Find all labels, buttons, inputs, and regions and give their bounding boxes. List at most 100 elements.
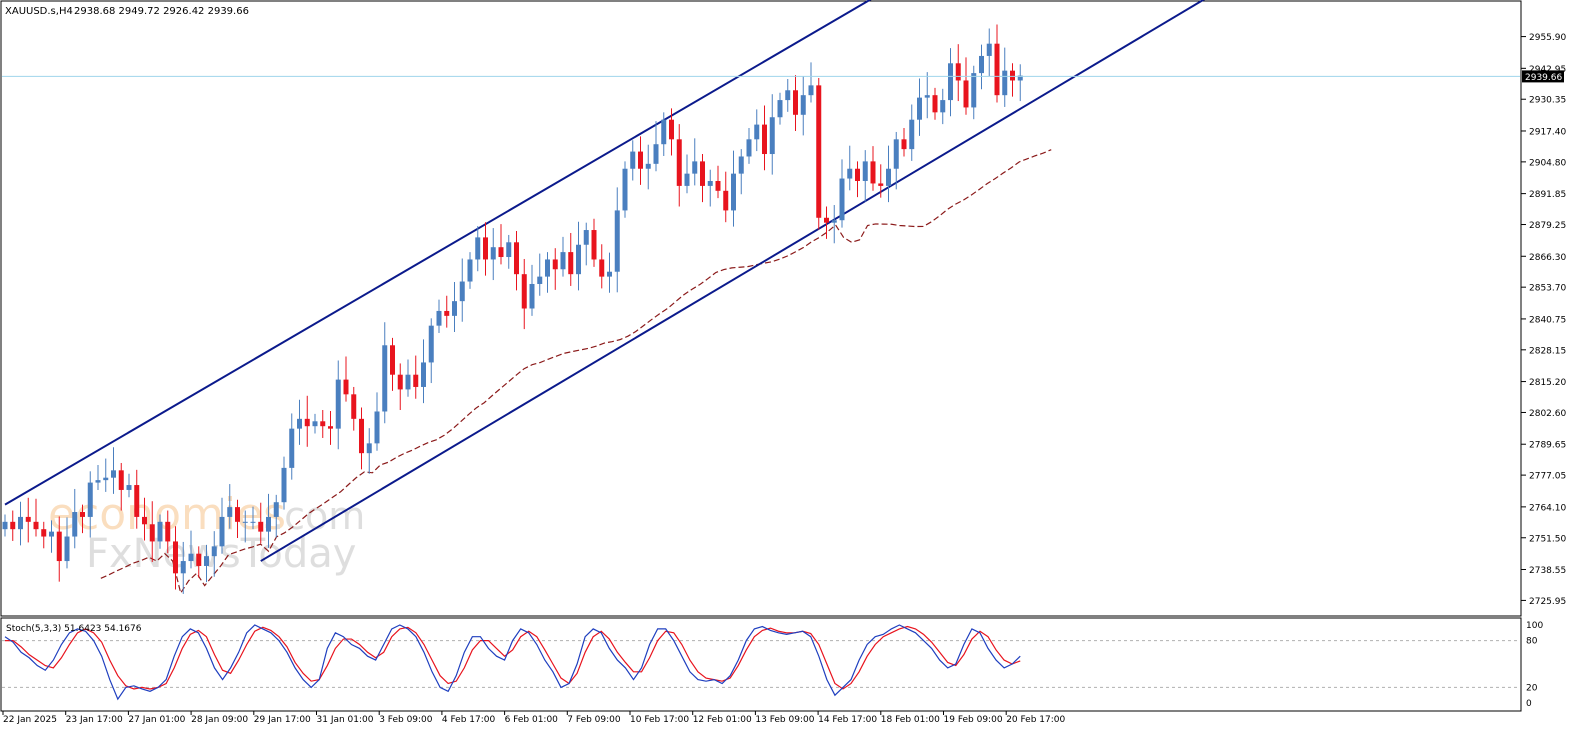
candle-bull [297, 418, 302, 429]
candle-bull [405, 374, 411, 390]
candle-bull [72, 512, 78, 537]
y-tick-label: 2955.90 [1529, 33, 1566, 43]
candle-bear [715, 180, 721, 191]
y-tick-label: 2930.35 [1529, 96, 1566, 106]
candle-bear [870, 161, 876, 184]
candle-bear [142, 516, 147, 525]
candle-bull [738, 156, 744, 174]
candle-bear [568, 252, 574, 275]
candle-bear [932, 95, 938, 113]
x-tick-label: 13 Feb 09:00 [755, 715, 814, 725]
candle-bull [576, 244, 581, 275]
candle-bear [173, 541, 178, 574]
candle-bull [1017, 75, 1023, 81]
candle-bear [149, 524, 155, 542]
current-price-tag [1522, 70, 1564, 83]
candle-bear [413, 374, 419, 387]
candle-bull [924, 95, 930, 98]
candle-bull [1002, 70, 1008, 96]
y-tick-label: 2789.65 [1529, 441, 1566, 451]
stoch-level-label: 80 [1526, 637, 1538, 647]
y-tick-label: 2725.95 [1529, 597, 1566, 607]
candle-bull [289, 428, 295, 468]
candle-bull [180, 561, 186, 574]
current-price-tag-label: 2939.66 [1525, 73, 1562, 83]
candle-bull [971, 73, 977, 108]
candle-bull [800, 95, 806, 115]
candle-bull [366, 443, 372, 454]
candle-bull [645, 163, 651, 169]
candle-bull [506, 242, 512, 258]
stoch-main-line [4, 624, 1021, 701]
y-tick-label: 2866.30 [1529, 253, 1566, 263]
candle-bear [258, 521, 264, 532]
y-tick-label: 2891.85 [1529, 190, 1566, 200]
candle-bear [328, 426, 333, 429]
candle-bull [731, 173, 736, 211]
stoch-level-label: 20 [1526, 683, 1538, 693]
candle-bull [769, 117, 775, 155]
candle-bull [111, 470, 116, 478]
candle-bull [940, 100, 946, 113]
candle-bear [56, 531, 62, 562]
candle-bear [521, 274, 527, 309]
candle-bear [552, 259, 558, 270]
candle-bull [18, 516, 23, 530]
candle-bull [281, 467, 287, 503]
main-panel-frame [0, 0, 1522, 617]
y-tick-label: 2815.20 [1529, 378, 1566, 388]
candle-bull [188, 553, 194, 562]
candle-bear [498, 247, 504, 258]
candle-bull [382, 345, 388, 412]
candle-bear [41, 529, 47, 537]
candle-bear [963, 80, 969, 108]
y-tick-label: 2853.70 [1529, 284, 1566, 294]
candle-bull [909, 119, 915, 150]
candle-bull [614, 210, 620, 272]
x-tick-label: 18 Feb 01:00 [881, 715, 940, 725]
x-tick-label: 29 Jan 17:00 [254, 715, 311, 725]
y-tick-label: 2904.80 [1529, 158, 1566, 168]
candle-bear [878, 183, 884, 186]
candle-bear [1010, 70, 1015, 81]
y-tick-label: 2840.75 [1529, 315, 1566, 325]
y-tick-label: 2828.15 [1529, 346, 1566, 356]
candle-bear [855, 168, 860, 181]
candle-bull [204, 556, 209, 566]
candle-bull [467, 259, 473, 282]
candle-bear [359, 418, 364, 454]
candle-bull [537, 276, 543, 284]
y-tick-label: 2802.60 [1529, 409, 1566, 419]
candle-bull [979, 55, 984, 74]
candle-bull [986, 43, 992, 56]
candle-bull [335, 379, 341, 429]
moving-average-line [100, 149, 1052, 595]
chart-ohlc-label: 2938.68 2949.72 2926.42 2939.66 [74, 6, 249, 17]
x-tick-label: 22 Jan 2025 [3, 715, 57, 725]
candle-bear [343, 379, 349, 395]
candle-bull [917, 97, 922, 120]
candle-bear [514, 242, 519, 275]
x-tick-label: 14 Feb 17:00 [818, 715, 877, 725]
stoch-level-label: 100 [1526, 621, 1543, 631]
candle-bull [707, 180, 713, 186]
candle-bull [227, 507, 233, 517]
candle-bear [196, 553, 202, 566]
candle-bull [862, 161, 868, 181]
x-tick-label: 4 Feb 17:00 [442, 715, 496, 725]
candle-bear [700, 161, 705, 186]
candle-bear [638, 151, 643, 169]
x-tick-label: 10 Feb 17:00 [630, 715, 689, 725]
candle-bull [459, 281, 465, 302]
candle-bear [599, 259, 605, 277]
candle-bear [351, 394, 357, 419]
candle-bull [273, 502, 279, 517]
candle-bear [25, 516, 31, 522]
candle-bull [157, 521, 163, 542]
candle-bear [33, 521, 39, 530]
x-tick-label: 7 Feb 09:00 [567, 715, 621, 725]
candle-bull [545, 259, 550, 277]
stoch-label: Stoch(5,3,3) 51.6423 54.1676 [6, 624, 142, 634]
candle-bear [762, 124, 767, 155]
candle-bear [320, 421, 326, 427]
